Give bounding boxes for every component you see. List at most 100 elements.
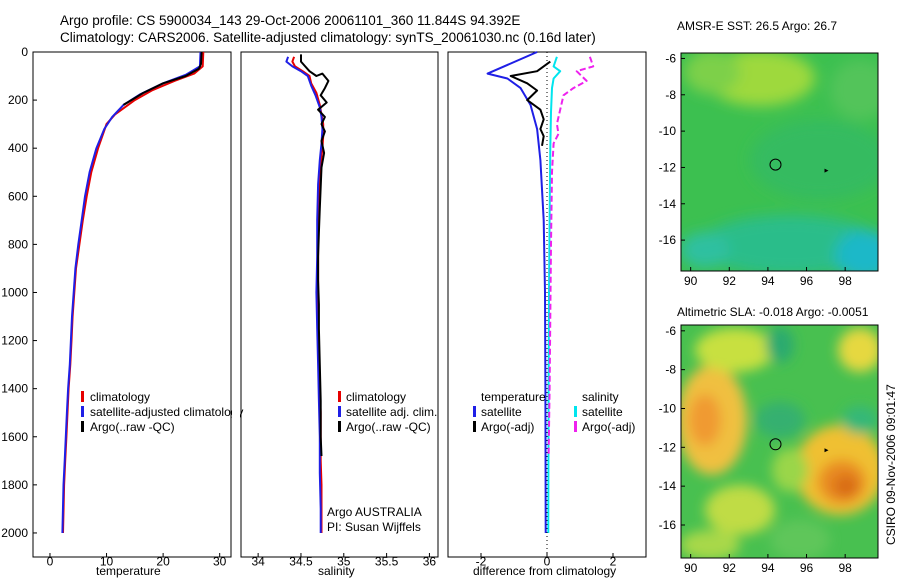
map-y-tick-label: -6 [665, 324, 676, 338]
legend-sal-argo: Argo(-adj) [582, 420, 635, 434]
y-tick-label: 1000 [1, 285, 28, 299]
map-x-tick-label: 90 [684, 561, 698, 575]
legend-climatology: climatology [90, 390, 150, 404]
argo-float-marker [769, 158, 782, 171]
map-y-tick-label: -8 [665, 363, 676, 377]
series-line-temperature-argo [122, 51, 203, 106]
series-line-difference-sal-argo [547, 56, 595, 457]
sst-map-ticks: 90 92 94 96 98 -6 -8 -10 -12 -14 -16 [659, 51, 853, 288]
sla-high-patch [834, 475, 858, 497]
sla-map-frame [680, 324, 879, 559]
temperature-plot-frame [32, 51, 232, 558]
map-y-tick-label: -16 [659, 518, 677, 532]
temperature-axis-label: temperature [96, 564, 161, 578]
x-tick-label: 0 [47, 555, 54, 569]
x-tick-label: 10 [100, 555, 114, 569]
legend-clip-mask [232, 400, 240, 420]
sst-patch [830, 60, 878, 120]
map-x-tick-label: 92 [723, 274, 737, 288]
argo-australia-annotation: Argo AUSTRALIA [327, 505, 422, 519]
series-line-difference-temp-argo [509, 60, 551, 146]
legend-swatch-red [81, 391, 84, 402]
temperature-legend: climatology satellite-adjusted climatolo… [81, 390, 243, 434]
float-drift-arrow [824, 168, 829, 173]
sla-patch [705, 485, 775, 535]
series-line-temperature-climatology [62, 51, 205, 534]
figure-title-line2: Climatology: CARS2006. Satellite-adjuste… [60, 30, 596, 45]
map-y-tick-label: -10 [659, 124, 677, 138]
x-tick-label: 34.5 [289, 555, 313, 569]
map-x-tick-label: 98 [838, 561, 852, 575]
legend-argo: Argo(..raw -QC) [90, 420, 175, 434]
x-tick-label: 35 [337, 555, 351, 569]
map-x-tick-label: 90 [684, 274, 698, 288]
sla-high-patch [689, 394, 721, 446]
difference-legend: temperature satellite Argo(-adj) salinit… [473, 390, 635, 434]
map-y-tick-label: -12 [659, 440, 677, 454]
profile-series [61, 51, 595, 534]
sst-warm-patch [684, 53, 740, 94]
y-tick-label: 400 [8, 141, 28, 155]
salinity-plot-frame [240, 51, 439, 558]
legend-temp-argo: Argo(-adj) [481, 420, 534, 434]
y-tick-label: 200 [8, 93, 28, 107]
figure-title-line1: Argo profile: CS 5900034_143 29-Oct-2006… [60, 13, 520, 28]
map-x-tick-label: 94 [761, 561, 775, 575]
sst-map-frame [680, 52, 879, 272]
legend-salinity-heading: salinity [582, 390, 619, 404]
legend-satellite-adjusted: satellite-adjusted climatology [90, 405, 243, 419]
sst-cool-patch [835, 230, 878, 271]
x-tick-label: 34 [251, 555, 265, 569]
y-tick-label: 0 [21, 45, 28, 59]
map-y-tick-label: -8 [665, 88, 676, 102]
x-tick-label: 20 [156, 555, 170, 569]
legend-argo: Argo(..raw -QC) [346, 420, 431, 434]
legend-satellite: satellite adj. clim. [346, 405, 437, 419]
salinity-legend: climatology satellite adj. clim. Argo(..… [338, 390, 437, 434]
series-line-salinity-argo [300, 54, 330, 457]
legend-sal-satellite: satellite [582, 405, 623, 419]
map-x-tick-label: 94 [761, 274, 775, 288]
x-tick-label: 36 [423, 555, 437, 569]
map-y-tick-label: -10 [659, 401, 677, 415]
map-y-tick-label: -16 [659, 233, 677, 247]
legend-swatch-black [81, 421, 84, 432]
map-y-tick-label: -12 [659, 160, 677, 174]
difference-axis-label: difference from climatology [473, 564, 616, 578]
x-tick-labels: 0 10 20 30 34 34.5 35 35.5 36 -2 0 2 [47, 553, 617, 569]
sla-map-title: Altimetric SLA: -0.018 Argo: -0.0051 [677, 305, 869, 319]
y-tick-label: 800 [8, 237, 28, 251]
sst-patch [750, 120, 878, 200]
sla-low-patch [766, 327, 794, 363]
legend-temperature-heading: temperature [481, 390, 546, 404]
series-line-difference-sal-satellite [547, 56, 562, 534]
sst-cool-patch [681, 232, 730, 268]
sst-cool-patch [700, 215, 878, 271]
sla-low-patch [842, 406, 878, 434]
sst-heatmap [681, 53, 878, 271]
pi-annotation: PI: Susan Wijffels [327, 520, 421, 534]
sla-low-patch [755, 402, 805, 438]
sla-patch [772, 448, 808, 492]
map-x-tick-label: 96 [800, 274, 814, 288]
legend-swatch-blue [81, 406, 84, 417]
legend-swatch-blue [473, 406, 476, 417]
sla-patch [838, 328, 878, 372]
map-y-tick-label: -14 [659, 197, 677, 211]
sla-patch [695, 328, 775, 372]
map-x-tick-label: 96 [800, 561, 814, 575]
legend-swatch-black [473, 421, 476, 432]
legend-swatch-cyan [574, 406, 577, 417]
sla-patch [681, 530, 740, 558]
map-y-tick-label: -6 [665, 51, 676, 65]
legend-swatch-red [338, 391, 341, 402]
x-tick-label: 0 [544, 555, 551, 569]
sla-heatmap [681, 325, 878, 558]
sla-patch [770, 520, 830, 558]
legend-climatology: climatology [346, 390, 406, 404]
x-tick-label: 30 [213, 555, 227, 569]
y-tick-label: 1800 [1, 478, 28, 492]
x-tick-label: -2 [476, 555, 487, 569]
legend-swatch-magenta [574, 421, 577, 432]
